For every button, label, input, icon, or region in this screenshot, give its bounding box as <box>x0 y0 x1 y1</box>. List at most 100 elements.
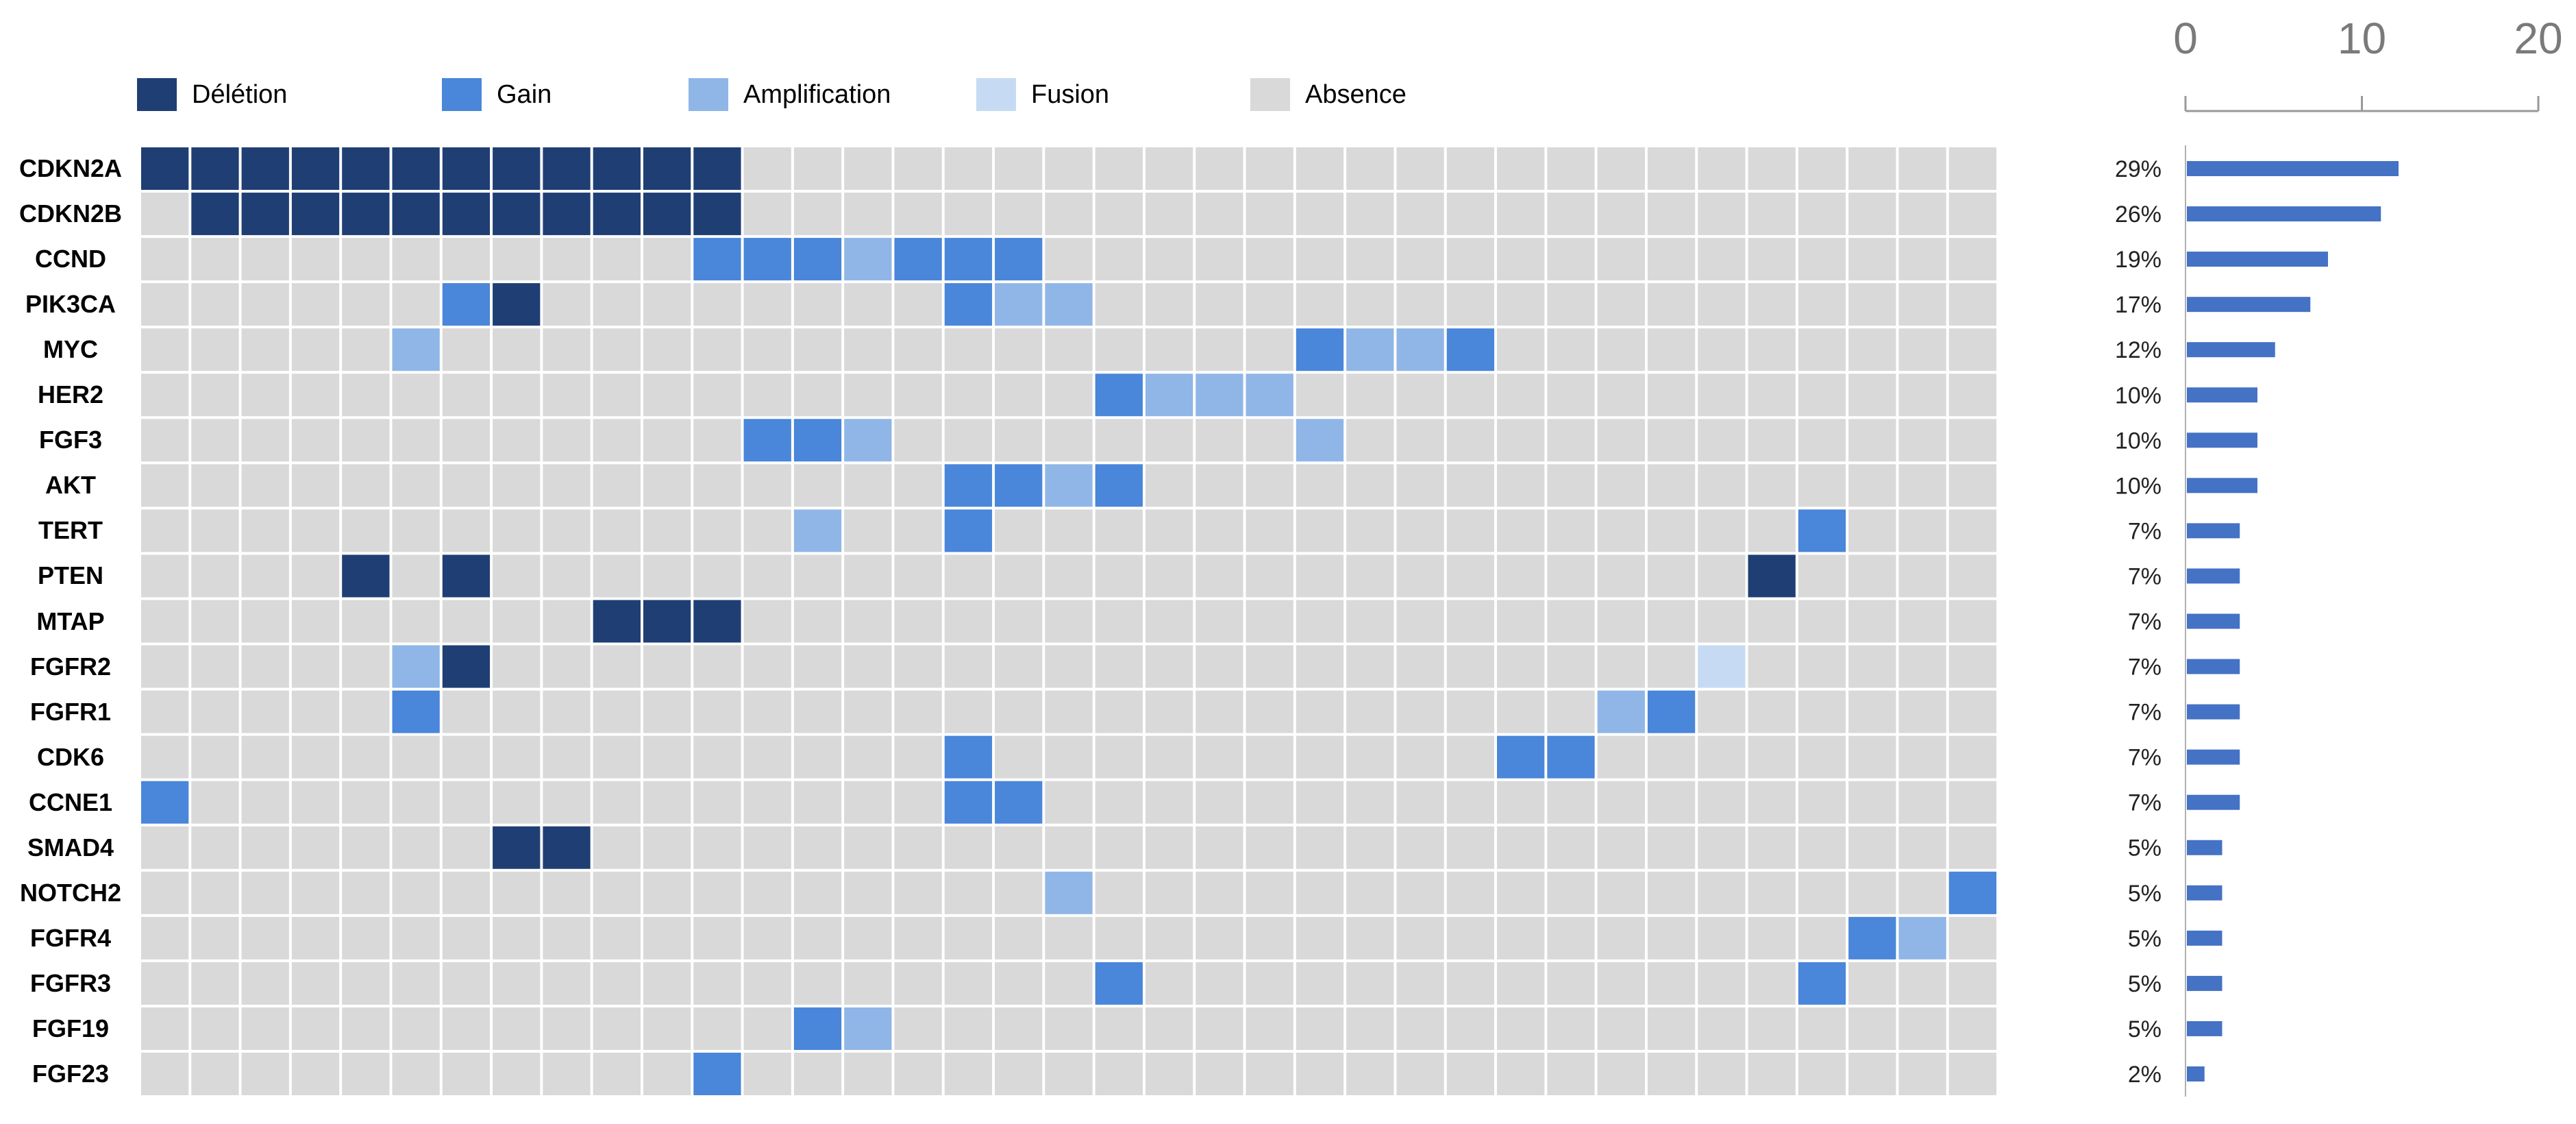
absence-cell <box>342 871 390 914</box>
absence-cell <box>1748 464 1796 507</box>
alteration-cell <box>392 147 440 191</box>
absence-cell <box>693 871 741 914</box>
absence-cell <box>1547 147 1595 191</box>
absence-cell <box>1446 781 1495 824</box>
alteration-cell <box>342 554 390 598</box>
absence-cell <box>743 554 791 598</box>
absence-cell <box>1898 735 1946 779</box>
absence-cell <box>1045 690 1093 733</box>
absence-cell <box>1798 781 1846 824</box>
percent-label: 7% <box>2128 563 2162 589</box>
absence-cell <box>1346 826 1394 869</box>
absence-cell <box>1597 328 1645 371</box>
absence-cell <box>1547 916 1595 960</box>
absence-cell <box>1698 826 1746 869</box>
absence-cell <box>743 283 791 326</box>
percent-label: 2% <box>2128 1062 2162 1088</box>
absence-cell <box>141 238 189 281</box>
absence-cell <box>191 1052 239 1095</box>
absence-cell <box>191 781 239 824</box>
absence-cell <box>693 419 741 462</box>
absence-cell <box>593 554 641 598</box>
absence-cell <box>1045 238 1093 281</box>
absence-cell <box>593 1052 641 1095</box>
absence-cell <box>1597 238 1645 281</box>
alteration-cell <box>1848 916 1896 960</box>
percent-label: 5% <box>2128 1016 2162 1042</box>
frequency-bar <box>2187 342 2275 358</box>
gene-label: CDKN2B <box>18 199 122 228</box>
percent-label: 7% <box>2128 700 2162 726</box>
absence-cell <box>593 871 641 914</box>
legend-item: Gain <box>442 74 552 115</box>
alteration-cell <box>442 193 491 236</box>
absence-cell <box>1798 147 1846 191</box>
absence-cell <box>1396 916 1444 960</box>
absence-cell <box>241 1007 289 1050</box>
absence-cell <box>1396 147 1444 191</box>
absence-cell <box>1798 283 1846 326</box>
absence-cell <box>1898 962 1946 1005</box>
absence-cell <box>141 600 189 643</box>
absence-cell <box>291 600 340 643</box>
absence-cell <box>1948 690 1996 733</box>
absence-cell <box>944 962 993 1005</box>
absence-cell <box>1748 826 1796 869</box>
absence-cell <box>1597 554 1645 598</box>
absence-cell <box>995 509 1043 552</box>
alteration-cell <box>1898 916 1946 960</box>
absence-cell <box>593 735 641 779</box>
absence-cell <box>1647 283 1696 326</box>
absence-cell <box>1497 238 1545 281</box>
absence-cell <box>1246 509 1293 552</box>
absence-cell <box>1145 419 1193 462</box>
absence-cell <box>1898 374 1946 417</box>
alteration-cell <box>593 147 641 191</box>
legend-label: Gain <box>497 80 552 109</box>
alteration-cell <box>995 781 1043 824</box>
alteration-cell <box>643 193 691 236</box>
absence-cell <box>1698 464 1746 507</box>
absence-cell <box>1045 509 1093 552</box>
alteration-cell <box>944 781 993 824</box>
absence-cell <box>392 554 440 598</box>
absence-cell <box>593 419 641 462</box>
absence-cell <box>1196 283 1243 326</box>
absence-cell <box>1246 1052 1293 1095</box>
absence-cell <box>1095 193 1143 236</box>
absence-cell <box>1246 645 1293 688</box>
absence-cell <box>1898 645 1946 688</box>
absence-cell <box>141 962 189 1005</box>
absence-cell <box>643 690 691 733</box>
absence-cell <box>1948 962 1996 1005</box>
alteration-cell <box>141 147 189 191</box>
absence-cell <box>543 645 591 688</box>
absence-cell <box>1647 193 1696 236</box>
absence-cell <box>1396 600 1444 643</box>
absence-cell <box>1497 374 1545 417</box>
frequency-bar <box>2187 749 2240 765</box>
absence-cell <box>643 554 691 598</box>
alteration-cell <box>743 238 791 281</box>
absence-cell <box>944 600 993 643</box>
alteration-cell <box>944 509 993 552</box>
gene-label: MTAP <box>36 607 105 635</box>
absence-cell <box>392 871 440 914</box>
absence-cell <box>141 690 189 733</box>
absence-cell <box>1296 509 1344 552</box>
absence-cell <box>241 328 289 371</box>
absence-cell <box>1898 509 1946 552</box>
absence-cell <box>1296 464 1344 507</box>
legend: Délétion Gain Amplification Fusion Absence <box>137 74 1507 115</box>
absence-cell <box>643 1052 691 1095</box>
absence-cell <box>1095 328 1143 371</box>
absence-cell <box>1196 916 1243 960</box>
absence-cell <box>1196 1007 1243 1050</box>
alteration-cell <box>743 419 791 462</box>
absence-cell <box>743 328 791 371</box>
absence-cell <box>1748 509 1796 552</box>
absence-cell <box>1396 1052 1444 1095</box>
absence-cell <box>1145 962 1193 1005</box>
absence-cell <box>1045 781 1093 824</box>
absence-cell <box>191 464 239 507</box>
